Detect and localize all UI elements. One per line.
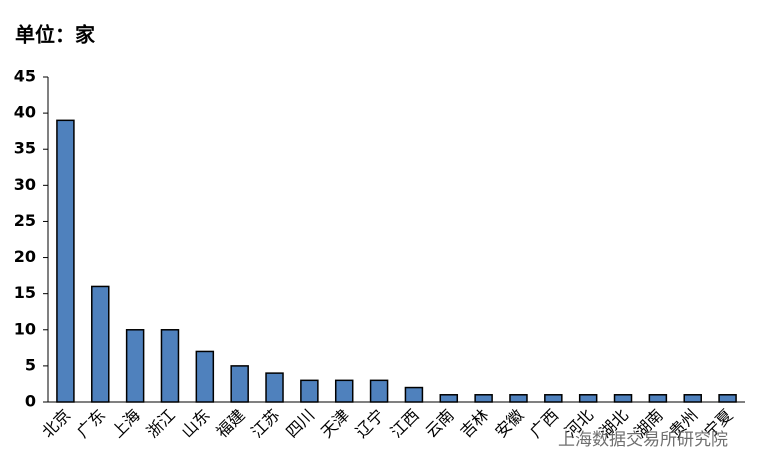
y-tick-label: 40 (14, 103, 36, 122)
bar (718, 394, 737, 403)
bar (195, 350, 215, 403)
x-tick-label: 江西 (387, 405, 423, 441)
y-tick-label: 25 (14, 211, 36, 230)
y-tick-label: 45 (14, 67, 36, 86)
chart-title: 单位：家 (15, 23, 96, 47)
x-tick-label: 上海 (108, 405, 144, 441)
x-tick-label: 天津 (317, 405, 353, 441)
x-tick-label: 江苏 (247, 405, 283, 441)
bar (125, 329, 145, 403)
bar (230, 365, 249, 403)
x-tick-label: 四川 (282, 405, 318, 441)
x-tick-label: 福建 (212, 405, 248, 441)
bar (300, 379, 319, 403)
y-tick-label: 15 (14, 283, 36, 302)
bar (91, 285, 110, 403)
y-tick-label: 20 (14, 247, 36, 266)
bar (439, 394, 459, 403)
bar (334, 379, 354, 403)
bar (369, 379, 389, 403)
x-tick-label: 吉林 (456, 405, 492, 441)
x-tick-label: 浙江 (143, 405, 179, 441)
x-tick-label: 辽宁 (352, 405, 388, 441)
x-tick-label: 广东 (73, 405, 109, 441)
x-tick-label: 北京 (38, 405, 74, 441)
x-tick-label: 广西 (526, 405, 562, 441)
x-tick-label: 山东 (178, 405, 214, 441)
y-tick-label: 5 (25, 355, 36, 374)
y-tick-label: 30 (14, 175, 36, 194)
bar (648, 394, 668, 403)
bar (56, 119, 75, 403)
y-tick-label: 35 (14, 139, 36, 158)
bar (683, 394, 702, 403)
y-tick-label: 0 (25, 392, 36, 411)
bar (509, 394, 528, 403)
y-tick-label: 10 (14, 319, 36, 338)
bar (544, 394, 563, 403)
bar (613, 394, 633, 403)
watermark: 上海数据交易所研究院 (558, 430, 728, 450)
x-tick-label: 安徽 (491, 405, 527, 441)
bar (160, 329, 180, 403)
bar (578, 394, 598, 403)
x-tick-label: 云南 (422, 405, 458, 441)
bar (265, 372, 284, 403)
bar (404, 386, 424, 403)
bar (474, 394, 493, 403)
